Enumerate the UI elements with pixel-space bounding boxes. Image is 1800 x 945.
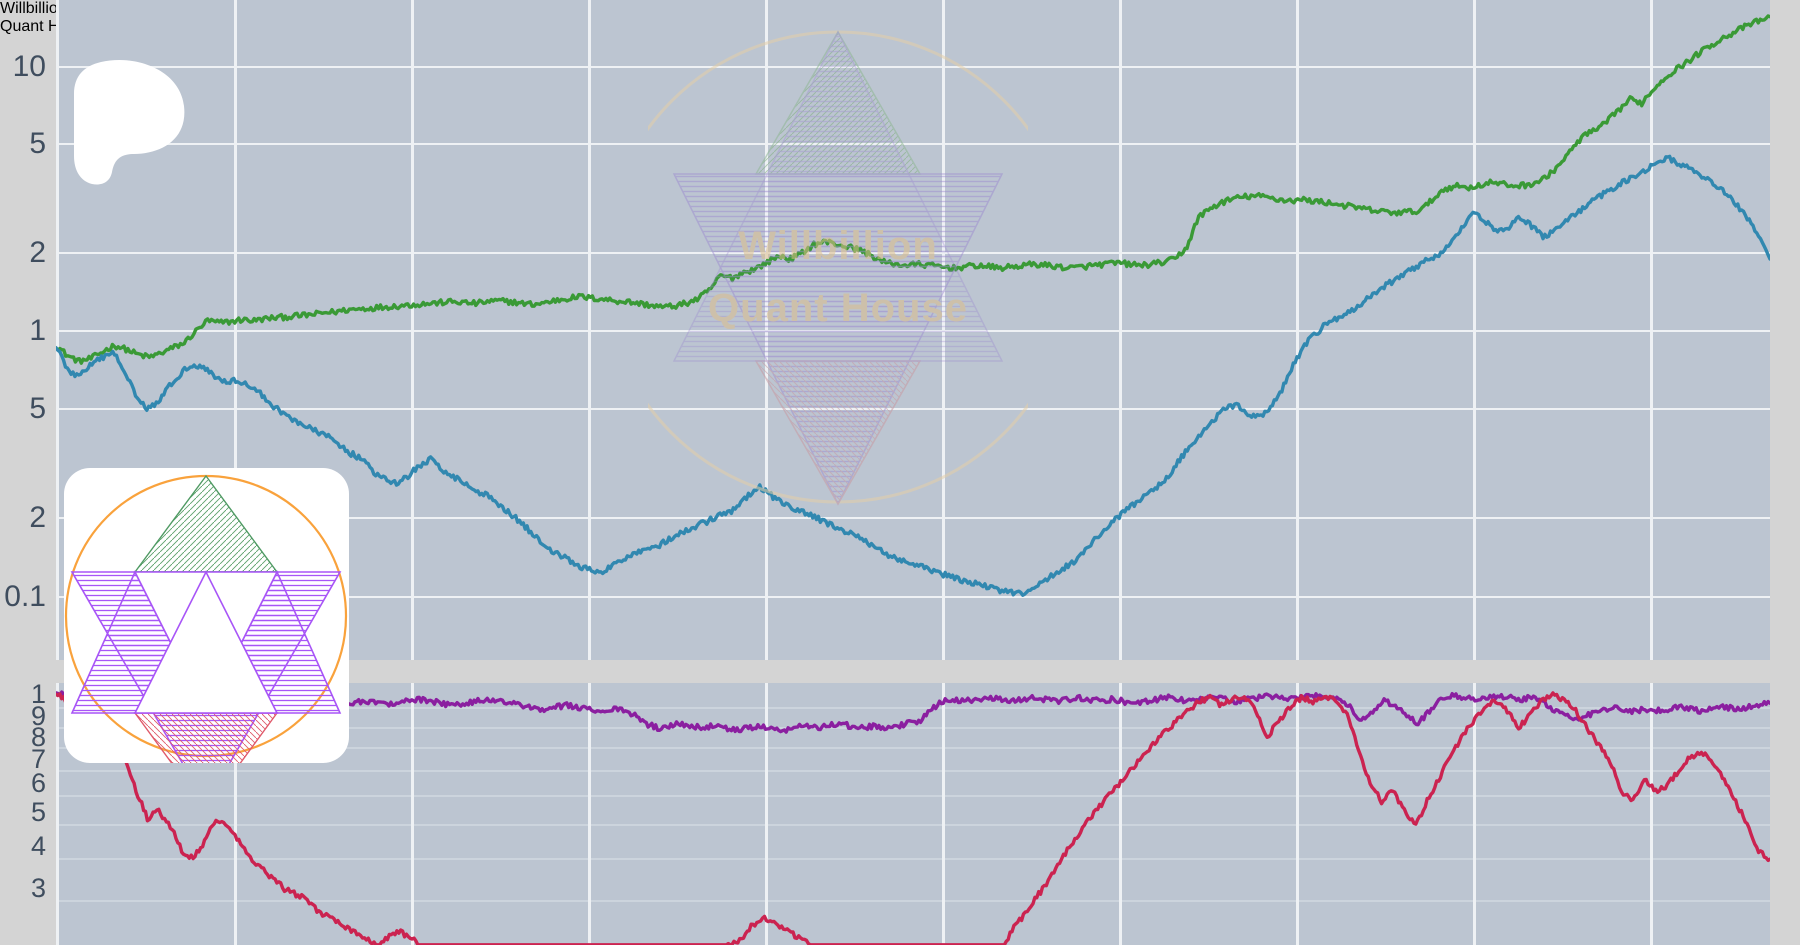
gridline-v-7 bbox=[1119, 0, 1122, 660]
ytick-main-1: 5 bbox=[29, 127, 46, 160]
dd-gridline-v-10 bbox=[1650, 683, 1653, 945]
ytick-sub-5: 5 bbox=[30, 797, 46, 827]
brand-logo-card[interactable] bbox=[64, 468, 349, 763]
dd-gridline-h-3 bbox=[56, 900, 1770, 902]
ytick-sub-4: 6 bbox=[30, 768, 46, 798]
dd-gridline-v-4 bbox=[588, 683, 591, 945]
logo-center-clear-2 bbox=[133, 570, 279, 714]
logo-triangle-up-green bbox=[133, 474, 279, 573]
dd-gridline-v-8 bbox=[1296, 683, 1299, 945]
ytick-main-3: 1 bbox=[29, 314, 46, 347]
gridline-v-4 bbox=[588, 0, 591, 660]
dd-gridline-v-7 bbox=[1119, 683, 1122, 945]
dd-gridline-h-1 bbox=[56, 707, 1770, 709]
series-line-strategy bbox=[56, 14, 1770, 365]
dd-gridline-v-9 bbox=[1473, 683, 1476, 945]
logo-triangle-down-red bbox=[133, 712, 279, 763]
series-line-benchmark bbox=[56, 154, 1770, 597]
ytick-sub-0: 1 bbox=[30, 679, 46, 709]
dd-gridline-v-1 bbox=[56, 683, 59, 945]
gridline-v-1 bbox=[56, 0, 59, 660]
ytick-main-6: 0.1 bbox=[4, 580, 46, 613]
ytick-main-2: 2 bbox=[29, 236, 46, 269]
ytick-main-0: 10 bbox=[12, 50, 46, 83]
dd-gridline-h-9 bbox=[56, 727, 1770, 729]
dd-gridline-h-4 bbox=[56, 858, 1770, 860]
ytick-main-4: 5 bbox=[29, 392, 46, 425]
patreon-blob-icon bbox=[74, 59, 185, 185]
gridline-v-8 bbox=[1296, 0, 1299, 660]
dd-gridline-h-5 bbox=[56, 824, 1770, 826]
dd-gridline-v-2 bbox=[234, 683, 237, 945]
gridline-v-2 bbox=[234, 0, 237, 660]
ytick-main-5: 2 bbox=[29, 501, 46, 534]
gridline-v-9 bbox=[1473, 0, 1476, 660]
ytick-sub-1: 9 bbox=[30, 701, 46, 731]
ytick-sub-7: 3 bbox=[30, 873, 46, 903]
dd-gridline-h-6 bbox=[56, 795, 1770, 797]
gridline-v-10 bbox=[1650, 0, 1653, 660]
dd-gridline-h-8 bbox=[56, 747, 1770, 749]
gridline-h-0-2 bbox=[56, 517, 1770, 519]
gridline-v-3 bbox=[411, 0, 414, 660]
ytick-sub-6: 4 bbox=[30, 831, 46, 861]
logo-text-line-1: Willbillion bbox=[0, 0, 67, 17]
dd-gridline-v-6 bbox=[942, 683, 945, 945]
ytick-sub-3: 7 bbox=[30, 744, 46, 774]
ytick-sub-2: 8 bbox=[30, 722, 46, 752]
dd-gridline-v-5 bbox=[765, 683, 768, 945]
dd-gridline-v-3 bbox=[411, 683, 414, 945]
gridline-h-0-1 bbox=[56, 596, 1770, 598]
dd-gridline-h-7 bbox=[56, 770, 1770, 772]
logo-hexagram-icon bbox=[64, 474, 348, 763]
drawdown-panel bbox=[56, 683, 1770, 945]
